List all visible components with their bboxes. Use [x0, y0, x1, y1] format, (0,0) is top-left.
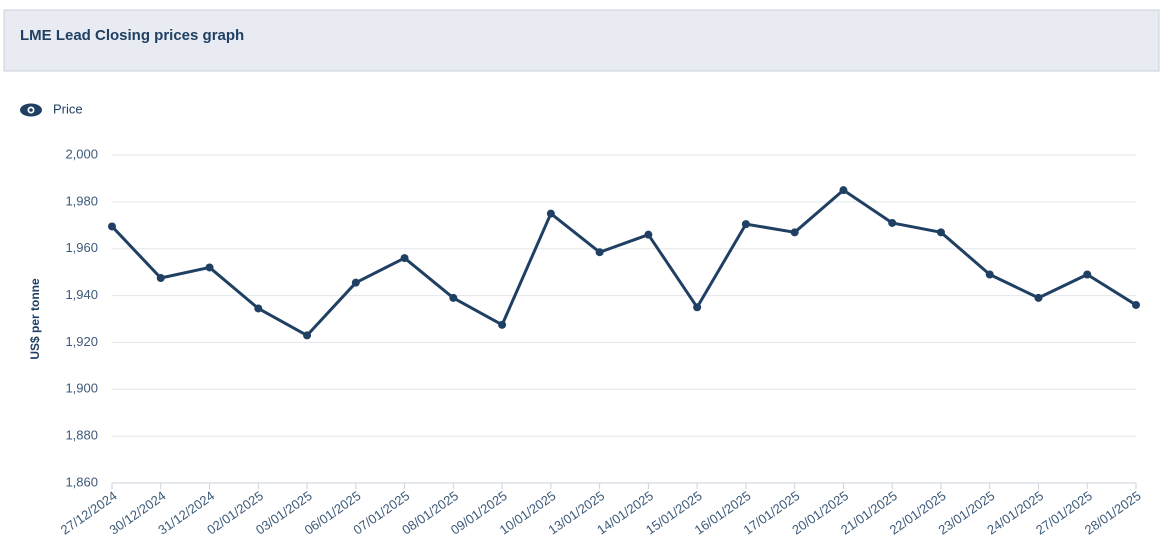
data-point [936, 228, 945, 237]
data-point [985, 270, 994, 279]
data-point [303, 331, 312, 340]
data-point [156, 274, 165, 282]
data-point [790, 228, 799, 237]
data-point [351, 278, 360, 287]
y-tick-label: 1,880 [65, 428, 98, 443]
y-tick-label: 2,000 [65, 146, 98, 161]
data-point [741, 220, 750, 229]
chart-title: LME Lead Closing prices graph [20, 27, 244, 44]
data-point [546, 209, 555, 218]
data-point [693, 303, 702, 312]
data-point [254, 304, 263, 313]
data-point [839, 186, 848, 195]
legend-icon-center [29, 108, 33, 112]
data-point [1132, 300, 1140, 309]
price-line [110, 188, 1137, 337]
data-point [595, 248, 604, 257]
legend-label: Price [53, 101, 83, 116]
data-point [644, 230, 653, 239]
data-point [498, 320, 507, 329]
data-point [888, 218, 897, 227]
legend[interactable]: Price [20, 101, 83, 117]
y-tick-label: 1,860 [65, 474, 98, 489]
data-point [108, 222, 116, 231]
data-point [449, 293, 458, 302]
y-tick-label: 1,940 [65, 287, 98, 302]
y-tick-label: 1,980 [65, 193, 98, 208]
data-point [400, 254, 409, 263]
y-tick-label: 1,960 [65, 240, 98, 255]
header-bar [3, 9, 1160, 72]
y-axis-label: US$ per tonne [28, 278, 42, 360]
data-point [205, 263, 214, 272]
y-tick-label: 1,900 [65, 381, 98, 396]
y-tick-label: 1,920 [65, 334, 98, 349]
data-point [1083, 270, 1092, 279]
data-point [1034, 293, 1043, 302]
